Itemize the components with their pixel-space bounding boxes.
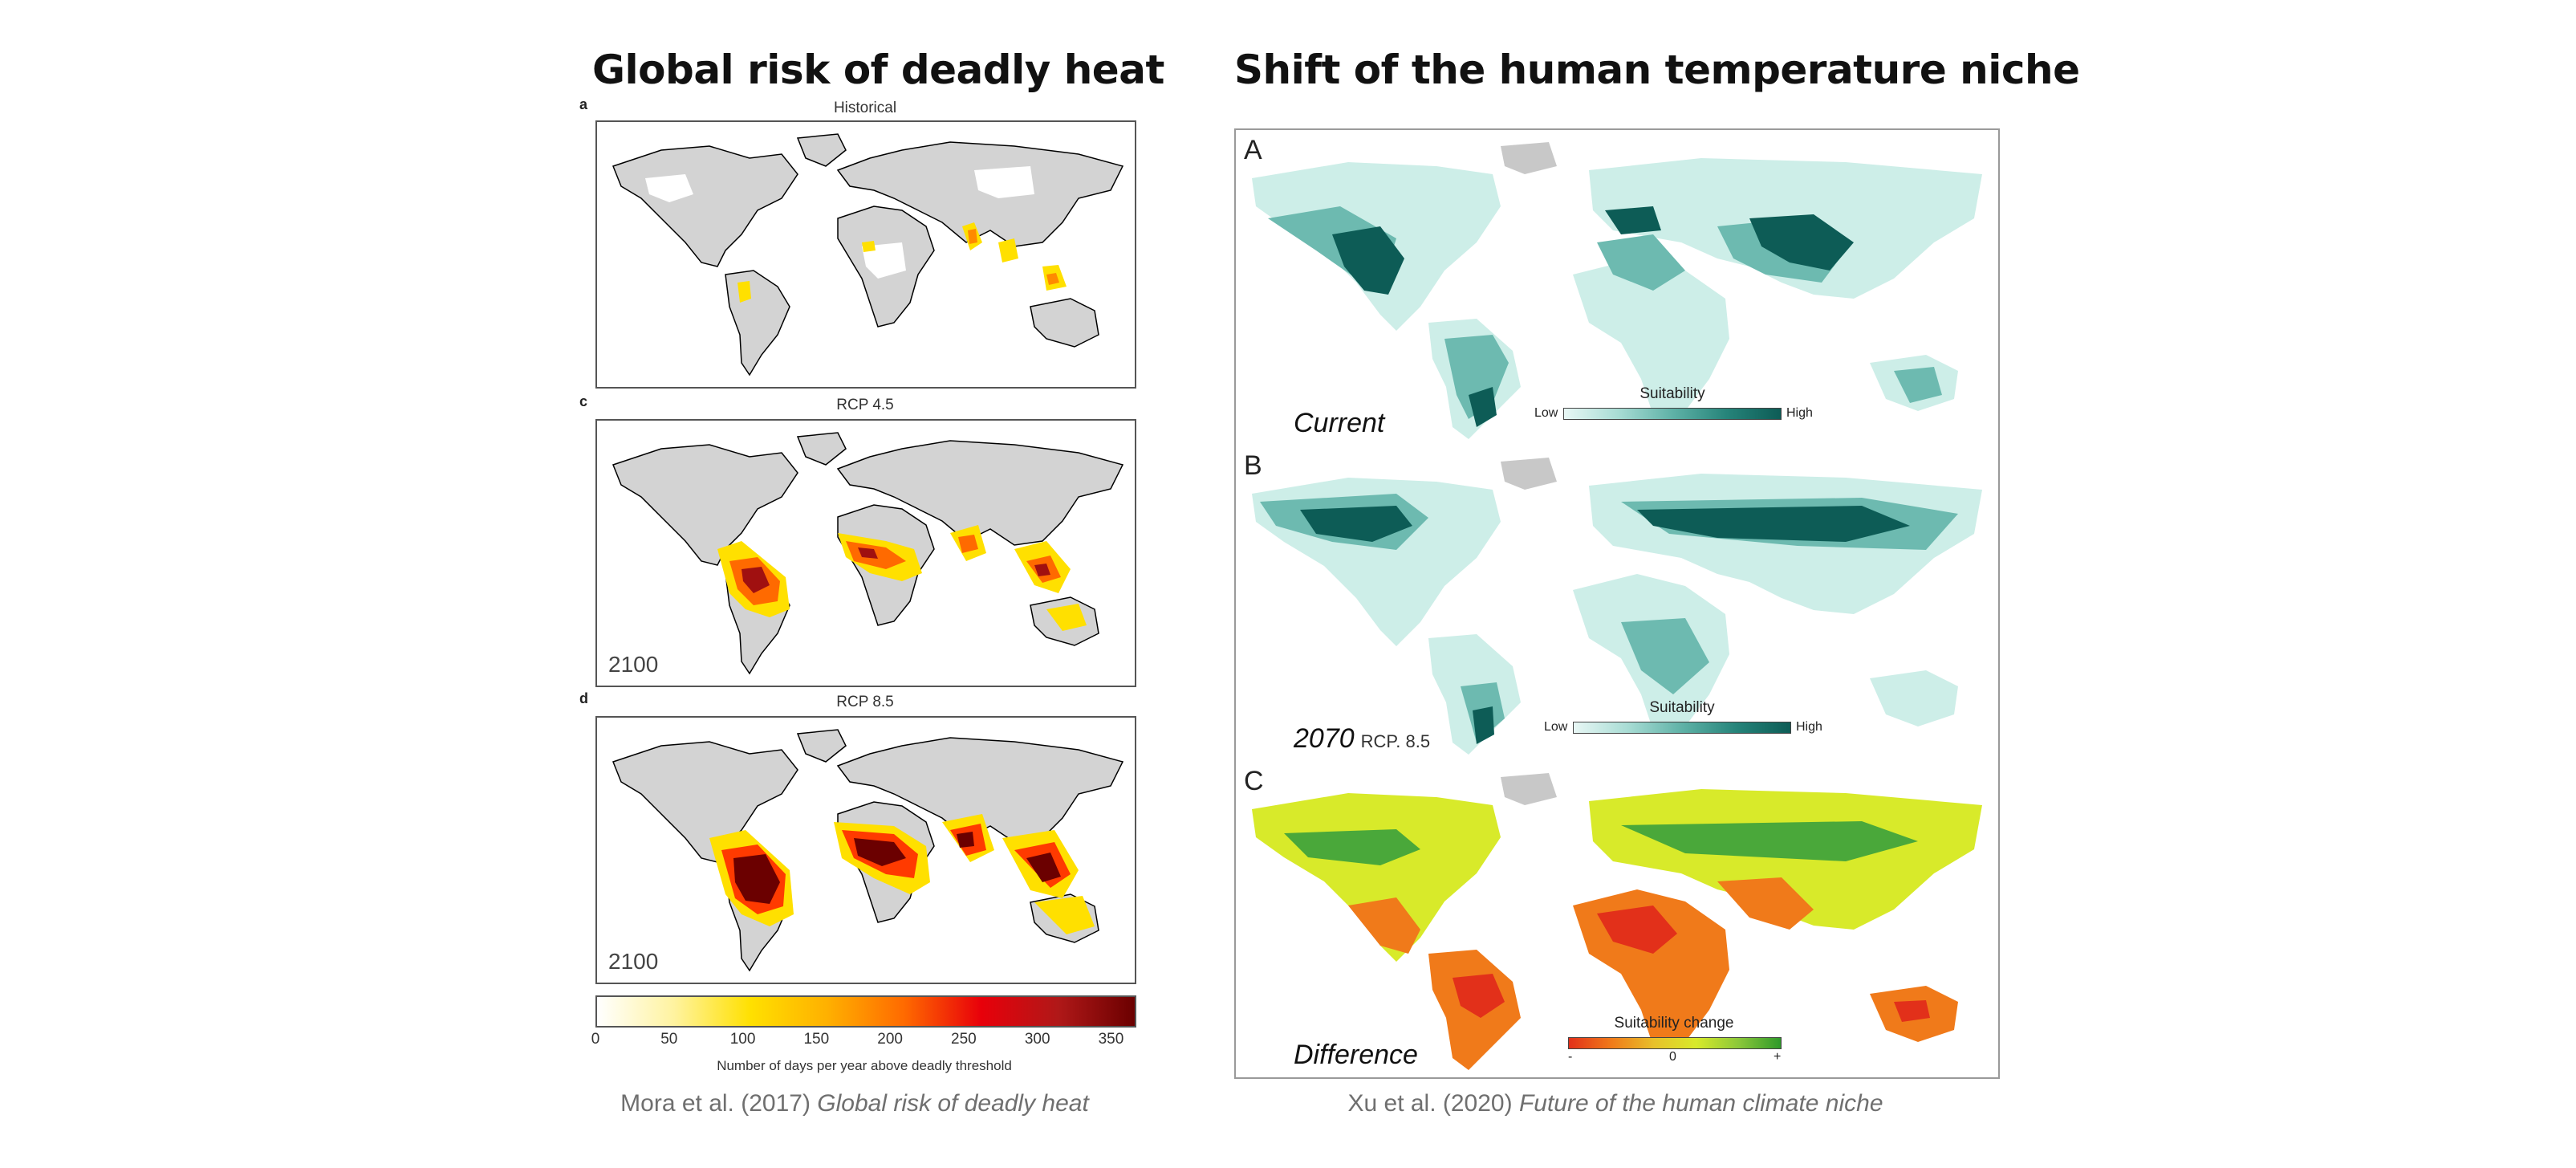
legend-low-A: Low <box>1534 406 1558 420</box>
panel-subtitle-rcp85: RCP 8.5 <box>836 694 894 710</box>
current-label: Current <box>1294 408 1385 438</box>
legend-high-A: High <box>1786 406 1813 420</box>
legend-title-suitability-change: Suitability change <box>1614 1015 1734 1032</box>
map-rcp45: 2100 <box>595 419 1136 687</box>
legend-minus: - <box>1568 1050 1573 1064</box>
panel-label-2070: 2070 RCP. 8.5 <box>1294 723 1430 755</box>
deadly-heat-colorbar <box>595 995 1136 1028</box>
map-historical <box>595 120 1136 389</box>
panel-letter-d: d <box>579 690 588 706</box>
panel-difference: C Difference Suitability change - 0 + <box>1236 761 1998 1077</box>
world-map-difference <box>1236 761 1998 1077</box>
world-map-2070 <box>1236 446 1998 761</box>
colorbar-tick-250: 250 <box>951 1031 977 1048</box>
legend-plus: + <box>1774 1050 1782 1064</box>
suitability-bar-B <box>1573 722 1791 734</box>
suitability-bar-A <box>1563 408 1782 420</box>
colorbar-tick-150: 150 <box>803 1031 830 1048</box>
left-caption: Mora et al. (2017) Global risk of deadly… <box>620 1090 1089 1117</box>
panel-label-difference: Difference <box>1294 1040 1418 1071</box>
left-caption-authors: Mora et al. (2017) <box>620 1090 811 1117</box>
legend-low-B: Low <box>1544 720 1568 734</box>
legend-title-suitability-A: Suitability <box>1639 385 1705 402</box>
colorbar-tick-300: 300 <box>1024 1031 1050 1048</box>
colorbar-tick-100: 100 <box>729 1031 756 1048</box>
difference-label: Difference <box>1294 1040 1418 1070</box>
world-map-rcp45 <box>612 432 1124 675</box>
panel-letter-C: C <box>1244 766 1264 796</box>
colorbar-tick-200: 200 <box>877 1031 903 1048</box>
right-caption: Xu et al. (2020) Future of the human cli… <box>1347 1090 1883 1117</box>
year-label-2100-rcp85: 2100 <box>608 949 659 974</box>
world-map-historical <box>612 133 1124 376</box>
colorbar-axis-label: Number of days per year above deadly thr… <box>717 1058 1012 1073</box>
panel-subtitle-rcp45: RCP 4.5 <box>836 397 894 413</box>
year-label-2100: 2100 <box>608 652 659 677</box>
panel-current: A Current Suitability Low High <box>1236 130 1998 447</box>
left-figure-title: Global risk of deadly heat <box>592 47 1164 93</box>
legend-high-B: High <box>1796 720 1822 734</box>
world-map-current <box>1236 130 1998 446</box>
colorbar-ticks: 0 50 100 150 200 250 300 350 <box>591 1031 1133 1052</box>
colorbar-tick-50: 50 <box>660 1031 678 1048</box>
world-map-rcp85 <box>612 729 1124 972</box>
panel-subtitle-historical: Historical <box>833 100 897 116</box>
panel-letter-A: A <box>1244 135 1262 165</box>
left-caption-title: Global risk of deadly heat <box>817 1090 1089 1117</box>
panel-label-current: Current <box>1294 408 1384 439</box>
rcp-85-sublabel: RCP. 8.5 <box>1360 731 1431 751</box>
panel-letter-B: B <box>1244 450 1262 481</box>
right-caption-authors: Xu et al. (2020) <box>1347 1090 1513 1117</box>
map-rcp85: 2100 <box>595 716 1136 984</box>
panel-2070: B 2070 RCP. 8.5 Suitability Low High <box>1236 446 1998 763</box>
legend-zero: 0 <box>1669 1050 1676 1064</box>
suitability-change-bar <box>1568 1037 1782 1049</box>
legend-title-suitability-B: Suitability <box>1649 699 1715 716</box>
colorbar-tick-0: 0 <box>591 1031 600 1048</box>
colorbar-tick-350: 350 <box>1098 1031 1124 1048</box>
panel-letter-c: c <box>579 393 588 409</box>
right-figure-title: Shift of the human temperature niche <box>1234 47 2080 93</box>
suitability-maps-frame: A Current Suitability Low High <box>1234 128 2000 1079</box>
year-2070-label: 2070 <box>1294 723 1355 754</box>
panel-letter-a: a <box>579 96 588 112</box>
right-caption-title: Future of the human climate niche <box>1518 1090 1883 1117</box>
